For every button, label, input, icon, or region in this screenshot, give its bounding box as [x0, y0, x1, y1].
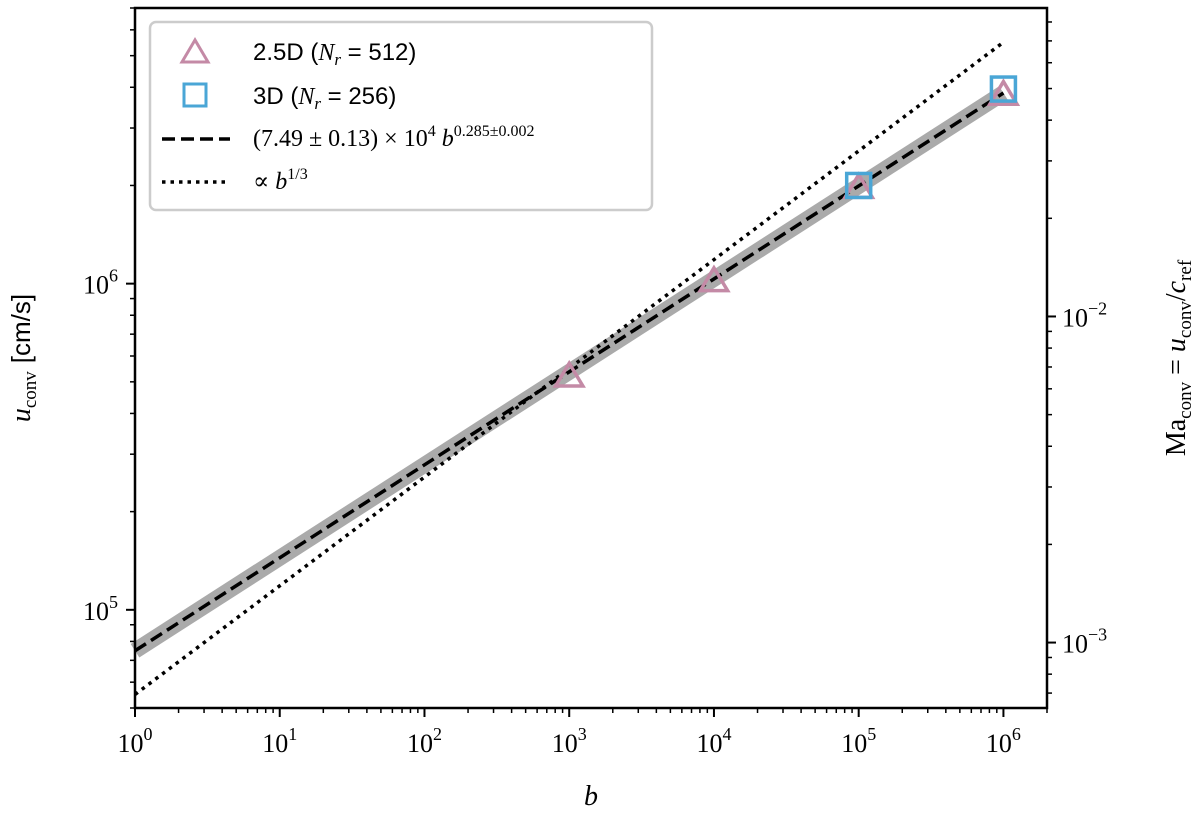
- x-axis-title: b: [584, 781, 598, 812]
- legend-square-icon: [182, 82, 208, 108]
- y2-tick-label: 10−2: [1062, 298, 1107, 332]
- reference-line: [133, 40, 1005, 696]
- legend-label-3d: 3D (Nr = 256): [253, 83, 396, 113]
- legend: 2.5D (Nr = 512) 3D (Nr = 256) (7.49 ± 0.…: [148, 20, 654, 212]
- y-tick-label: 105: [83, 592, 118, 626]
- fit-line: [134, 91, 1005, 653]
- x-tick-label: 100: [118, 724, 153, 758]
- marker-2.5d: [552, 359, 586, 388]
- x-tick-label: 101: [262, 724, 297, 758]
- legend-label-reference: ∝ b1/3: [253, 166, 308, 195]
- legend-triangle-icon: [179, 37, 211, 64]
- y-axis-title: uconv[cm/s]: [6, 294, 41, 422]
- x-tick-label: 105: [841, 724, 876, 758]
- y-tick-label: 106: [83, 266, 118, 300]
- legend-box: [148, 20, 654, 212]
- marker-3d: [989, 75, 1018, 103]
- marker-2.5d: [986, 78, 1021, 107]
- x-tick-label: 106: [986, 724, 1021, 758]
- marker-3d: [844, 171, 873, 200]
- x-tick-label: 104: [696, 724, 731, 758]
- x-tick-label: 102: [407, 724, 442, 758]
- marker-2.5d: [697, 264, 731, 293]
- y2-axis-title: Maconv = uconv/cref: [1161, 259, 1196, 456]
- plot-frame: [133, 6, 1049, 710]
- legend-label-2.5d: 2.5D (Nr = 512): [253, 39, 416, 69]
- y2-tick-label: 10−3: [1062, 625, 1107, 659]
- legend-label-fit: (7.49 ± 0.13) × 104 b0.285±0.002: [253, 123, 534, 152]
- x-tick-label: 103: [552, 724, 587, 758]
